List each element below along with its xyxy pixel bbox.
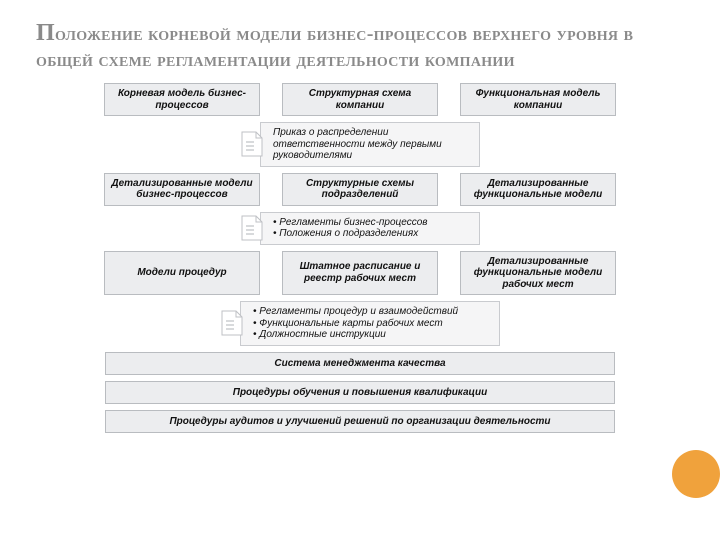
diagram: Корневая модель бизнес-процессов Структу…: [95, 83, 625, 433]
box-detailed-bp-models: Детализированные модели бизнес-процессов: [104, 173, 260, 206]
docnote-1: Приказ о распределении ответственности м…: [95, 122, 625, 167]
wide-qms: Система менеджмента качества: [105, 352, 615, 375]
note-2-line-1: • Регламенты бизнес-процессов: [273, 217, 471, 229]
box-staffing: Штатное расписание и реестр рабочих мест: [282, 251, 438, 296]
page-title: Положение корневой модели бизнес-процесс…: [36, 18, 684, 73]
document-icon: [240, 130, 264, 158]
note-3-line-1: • Регламенты процедур и взаимодействий: [253, 306, 491, 318]
note-3-line-2: • Функциональные карты рабочих мест: [253, 318, 491, 330]
document-icon: [240, 214, 264, 242]
note-3-line-3: • Должностные инструкции: [253, 329, 491, 341]
box-unit-structures: Структурные схемы подразделений: [282, 173, 438, 206]
box-procedure-models: Модели процедур: [104, 251, 260, 296]
wide-training: Процедуры обучения и повышения квалифика…: [105, 381, 615, 404]
note-2-line-2: • Положения о подразделениях: [273, 228, 471, 240]
docnote-3: • Регламенты процедур и взаимодействий •…: [95, 301, 625, 346]
box-structure-scheme: Структурная схема компании: [282, 83, 438, 116]
box-detailed-func-models: Детализированные функциональные модели: [460, 173, 616, 206]
box-detailed-func-jobs: Детализированные функциональные модели р…: [460, 251, 616, 296]
note-2: • Регламенты бизнес-процессов • Положени…: [260, 212, 480, 245]
row-1: Корневая модель бизнес-процессов Структу…: [95, 83, 625, 116]
accent-circle-icon: [672, 450, 720, 498]
box-root-model: Корневая модель бизнес-процессов: [104, 83, 260, 116]
note-1: Приказ о распределении ответственности м…: [260, 122, 480, 167]
row-3: Модели процедур Штатное расписание и рее…: [95, 251, 625, 296]
document-icon: [220, 309, 244, 337]
box-functional-model: Функциональная модель компании: [460, 83, 616, 116]
docnote-2: • Регламенты бизнес-процессов • Положени…: [95, 212, 625, 245]
note-3: • Регламенты процедур и взаимодействий •…: [240, 301, 500, 346]
row-2: Детализированные модели бизнес-процессов…: [95, 173, 625, 206]
note-1-text: Приказ о распределении ответственности м…: [273, 127, 442, 161]
wide-audit: Процедуры аудитов и улучшений решений по…: [105, 410, 615, 433]
